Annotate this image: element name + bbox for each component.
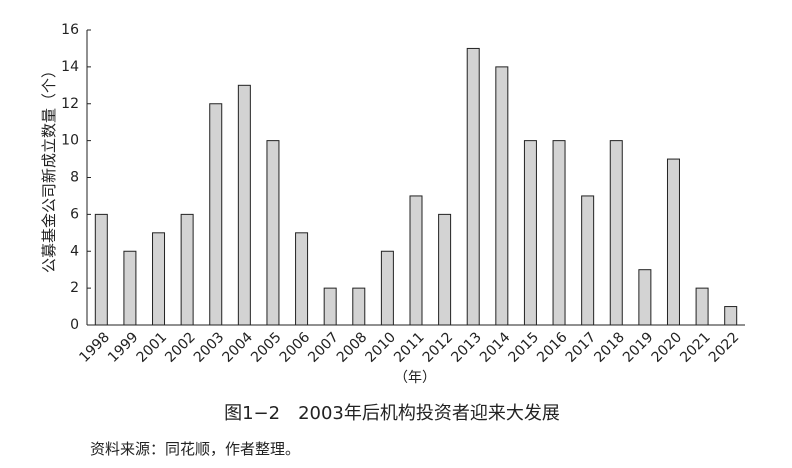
x-tick-label: 1999 bbox=[105, 329, 142, 366]
bar bbox=[523, 140, 537, 326]
bar bbox=[237, 84, 251, 326]
bar bbox=[152, 232, 166, 326]
x-tick-label: 2014 bbox=[477, 329, 514, 366]
bar bbox=[94, 213, 108, 326]
x-tick-label: 2017 bbox=[563, 329, 600, 366]
source-note: 资料来源：同花顺，作者整理。 bbox=[90, 440, 300, 458]
bar bbox=[724, 306, 738, 326]
x-tick-label: 2003 bbox=[191, 329, 228, 366]
y-tick-label: 0 bbox=[70, 317, 79, 333]
bar bbox=[323, 287, 337, 326]
bar bbox=[609, 140, 623, 326]
x-tick-label: 2012 bbox=[420, 329, 457, 366]
y-tick-label: 14 bbox=[61, 59, 79, 75]
bar bbox=[209, 103, 223, 326]
x-tick-label: 2006 bbox=[277, 329, 314, 366]
bar bbox=[409, 195, 423, 326]
x-tick-label: 2011 bbox=[391, 329, 428, 366]
bar bbox=[666, 158, 680, 326]
y-axis-label: 公募基金公司新成立数量（个） bbox=[40, 63, 58, 273]
y-tick-label: 4 bbox=[70, 243, 79, 259]
bar bbox=[695, 287, 709, 326]
x-tick-label: 2013 bbox=[448, 329, 485, 366]
x-tick-label: 2020 bbox=[649, 329, 686, 366]
x-tick-label: 2010 bbox=[363, 329, 400, 366]
x-tick-label: 2018 bbox=[591, 329, 628, 366]
y-tick-label: 16 bbox=[61, 22, 79, 38]
x-tick-label: 2005 bbox=[248, 329, 285, 366]
bar bbox=[295, 232, 309, 326]
bar bbox=[495, 66, 509, 326]
x-tick-label: 2002 bbox=[162, 329, 199, 366]
y-tick-label: 10 bbox=[61, 133, 79, 149]
bar bbox=[438, 213, 452, 326]
x-tick-label: 2022 bbox=[706, 329, 743, 366]
bar bbox=[180, 213, 194, 326]
chart-title: 图1−2 2003年后机构投资者迎来大发展 bbox=[224, 403, 560, 424]
y-tick-label: 6 bbox=[70, 206, 79, 222]
bar bbox=[638, 269, 652, 326]
bar bbox=[266, 140, 280, 326]
bar bbox=[380, 250, 394, 326]
x-axis-label: （年） bbox=[394, 370, 436, 386]
bar bbox=[466, 47, 480, 326]
x-tick-label: 2021 bbox=[677, 329, 714, 366]
y-tick-label: 2 bbox=[70, 280, 79, 296]
y-tick-label: 12 bbox=[61, 96, 79, 112]
x-tick-label: 2019 bbox=[620, 329, 657, 366]
x-tick-label: 1998 bbox=[76, 329, 113, 366]
bar bbox=[581, 195, 595, 326]
x-tick-label: 2004 bbox=[219, 329, 256, 366]
bar bbox=[123, 250, 137, 326]
x-tick-label: 2007 bbox=[305, 329, 342, 366]
bar bbox=[352, 287, 366, 326]
x-tick-label: 2016 bbox=[534, 329, 571, 366]
bar bbox=[552, 140, 566, 326]
x-tick-label: 2001 bbox=[134, 329, 171, 366]
y-tick-label: 8 bbox=[70, 170, 79, 186]
x-tick-label: 2008 bbox=[334, 329, 371, 366]
x-tick-label: 2015 bbox=[506, 329, 543, 366]
